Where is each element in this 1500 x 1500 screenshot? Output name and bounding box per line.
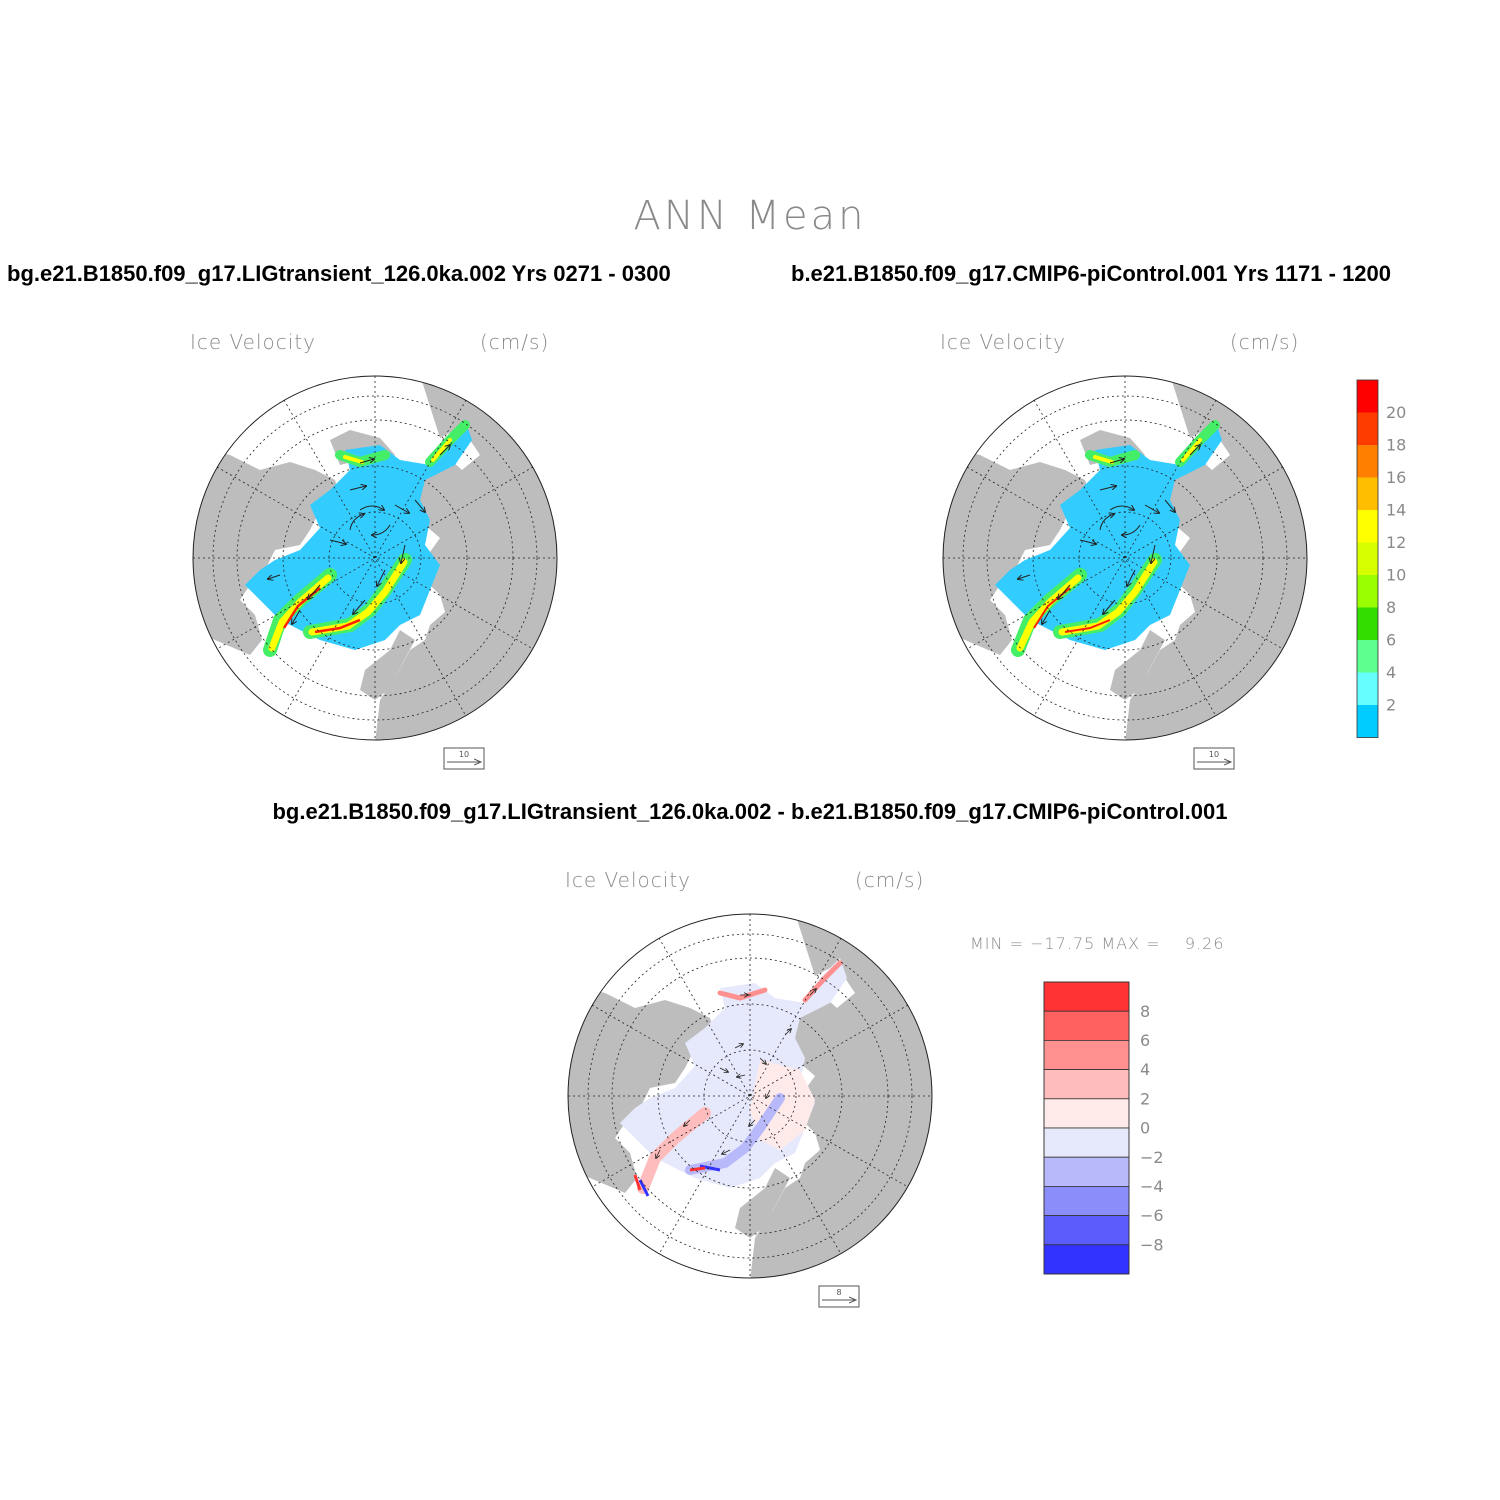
colorbar-frame (1356, 379, 1379, 738)
land-north-america (193, 445, 340, 655)
colorbar-tick-label: −8 (1140, 1235, 1164, 1254)
colorbar-tick-label: 20 (1386, 403, 1406, 422)
panel2-polar-map (942, 375, 1308, 741)
colorbar-box (1357, 640, 1378, 673)
ice-speed-core-bering (1093, 438, 1202, 464)
land-north-america (568, 983, 715, 1193)
colorbar-box (1357, 542, 1378, 575)
colorbar-tick-label: 2 (1386, 696, 1396, 715)
land-eurasia (375, 376, 557, 740)
panel3-units-label: (cm/s) (855, 868, 925, 892)
ice-velocity-arrows (268, 445, 450, 624)
colorbar-box (1357, 445, 1378, 478)
colorbar-box (1043, 981, 1130, 1012)
colorbar-box (1043, 1098, 1130, 1129)
panel1-ref-vector-label: 10 (459, 750, 469, 759)
colorbar-box (1357, 705, 1378, 738)
panel2-ref-vector-label: 10 (1209, 750, 1219, 759)
colorbar-tick-label: 18 (1386, 436, 1406, 455)
panel3-graticule (568, 914, 932, 1278)
colorbar-tick-label: 6 (1140, 1031, 1150, 1050)
ice-speed-core-baffin (268, 574, 332, 652)
colorbar-box (1043, 1186, 1130, 1217)
colorbar-tick-label: −2 (1140, 1148, 1164, 1167)
colorbar-tick-label: 6 (1386, 631, 1396, 650)
colorbar-tick-label: −4 (1140, 1177, 1164, 1196)
colorbar-box (1043, 1215, 1130, 1246)
colorbar-tick-label: −6 (1140, 1206, 1164, 1225)
diff-extreme-negative (638, 1164, 721, 1197)
panel1-field-label: Ice Velocity (190, 330, 317, 354)
colorbar-speed: 20 18 16 14 12 10 8 6 4 2 (1356, 379, 1406, 738)
panel3-case-title: bg.e21.B1850.f09_g17.LIGtransient_126.0k… (272, 799, 1228, 824)
colorbar-tick-label: 16 (1386, 468, 1406, 487)
colorbar-tick-label: 2 (1140, 1089, 1150, 1108)
colorbar-box (1043, 1127, 1130, 1158)
panel3-field-label: Ice Velocity (565, 868, 692, 892)
colorbar-tick-label: 8 (1140, 1002, 1150, 1021)
diff-positive-baffin (637, 1107, 711, 1194)
ice-speed-core-baffin (1016, 574, 1082, 652)
colorbar-box (1357, 380, 1378, 413)
land-europe (735, 1168, 790, 1238)
panel3-minmax: MIN = −17.75 MAX = 9.26 (970, 934, 1225, 953)
colorbar-box (1357, 412, 1378, 445)
land-eurasia (750, 914, 932, 1278)
ice-speed-max-fram (314, 618, 361, 634)
panel1-ref-vector: 10 (443, 747, 485, 770)
ice-velocity-arrows (1018, 445, 1200, 624)
land-north-america (943, 445, 1090, 655)
ice-speed-core-bering (343, 438, 452, 464)
colorbar-tick-label: 4 (1386, 663, 1396, 682)
panel2-field-label: Ice Velocity (940, 330, 1067, 354)
panel1-graticule (193, 376, 557, 740)
colorbar-box (1357, 607, 1378, 640)
panel2-ref-vector: 10 (1193, 747, 1235, 770)
colorbar-tick-label: 10 (1386, 566, 1406, 585)
colorbar-box (1357, 510, 1378, 543)
panel3-polar-map (567, 913, 933, 1279)
land-europe (1110, 630, 1165, 700)
colorbar-box (1043, 1040, 1130, 1071)
colorbar-box (1357, 672, 1378, 705)
colorbar-tick-label: 8 (1386, 598, 1396, 617)
panel1-case-title: bg.e21.B1850.f09_g17.LIGtransient_126.0k… (7, 261, 671, 286)
panel3-ref-vector-label: 8 (836, 1288, 841, 1297)
ice-speed-max-fram (1064, 619, 1111, 633)
colorbar-box (1357, 477, 1378, 510)
panel3-ref-vector: 8 (818, 1285, 860, 1308)
diff-extreme-positive (633, 1166, 706, 1191)
colorbar-frame (1043, 981, 1130, 1275)
land-europe (360, 630, 415, 700)
panel1-polar-map (192, 375, 558, 741)
panel2-graticule (943, 376, 1307, 740)
colorbar-diff: 8 6 4 2 0 −2 −4 −6 −8 (1043, 981, 1164, 1275)
panel2-units-label: (cm/s) (1230, 330, 1300, 354)
panel2-case-title: b.e21.B1850.f09_g17.CMIP6-piControl.001 … (791, 261, 1392, 286)
colorbar-tick-label: 0 (1140, 1119, 1150, 1138)
panel1-units-label: (cm/s) (480, 330, 550, 354)
colorbar-tick-label: 12 (1386, 533, 1406, 552)
colorbar-box (1043, 1010, 1130, 1041)
colorbar-tick-label: 4 (1140, 1060, 1150, 1079)
colorbar-box (1357, 575, 1378, 608)
main-title: ANN Mean (633, 193, 867, 239)
colorbar-box (1043, 1069, 1130, 1100)
colorbar-tick-label: 14 (1386, 501, 1406, 520)
land-eurasia (1125, 376, 1307, 740)
colorbar-box (1043, 1244, 1130, 1275)
diff-negative-fram (685, 1093, 785, 1175)
ice-velocity-diff-arrows (656, 989, 816, 1158)
colorbar-box (1043, 1156, 1130, 1187)
